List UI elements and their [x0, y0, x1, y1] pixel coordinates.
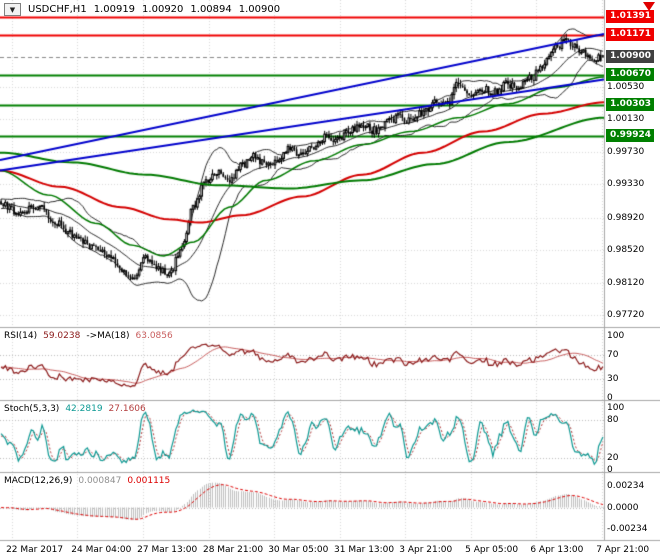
rsi-ma-label: ->MA(18): [86, 331, 130, 341]
stochastic-main-value: 42.2819: [65, 404, 103, 414]
current-bid-price-badge: 1.00900: [606, 50, 654, 63]
support-level-badge[interactable]: 1.00303: [606, 98, 654, 111]
time-axis-label: 27 Mar 13:00: [137, 545, 198, 555]
stochastic-panel-header: Stoch(5,3,3) 42.2819 27.1606: [4, 404, 146, 414]
time-axis-label: 7 Apr 21:00: [596, 545, 650, 555]
price-axis-label: 0.99730: [607, 146, 645, 157]
time-axis-label: 24 Mar 04:00: [71, 545, 132, 555]
price-low-value: 1.00894: [190, 4, 232, 15]
chart-title-bar: ▼ USDCHF,H1 1.00919 1.00920 1.00894 1.00…: [4, 3, 280, 16]
stochastic-axis-label: 80: [607, 415, 619, 426]
macd-panel-header: MACD(12,26,9) 0.000847 0.001115: [4, 476, 170, 486]
macd-axis-label: -0.00234: [607, 524, 648, 535]
chart-shift-marker[interactable]: [643, 2, 655, 11]
price-open-value: 1.00919: [93, 4, 136, 15]
rsi-panel-header: RSI(14) 59.0238 ->MA(18) 63.0856: [4, 331, 173, 341]
stochastic-signal-value: 27.1606: [108, 404, 146, 414]
resistance-level-badge[interactable]: 1.01391: [606, 10, 654, 23]
time-axis-label: 31 Mar 13:00: [334, 545, 395, 555]
stochastic-axis-label: 0: [607, 465, 613, 475]
rsi-ma-value: 63.0856: [135, 331, 173, 341]
rsi-axis-label: 100: [607, 331, 625, 341]
time-axis-label: 6 Apr 13:00: [530, 545, 584, 555]
symbol-timeframe-label: USDCHF,H1: [28, 4, 87, 15]
price-axis-label: 0.99330: [607, 179, 645, 190]
rsi-value: 59.0238: [43, 331, 81, 341]
resistance-level-badge[interactable]: 1.01171: [606, 28, 654, 41]
rsi-indicator-label: RSI(14): [4, 331, 38, 341]
price-axis-label: 0.98920: [607, 212, 645, 223]
price-axis-label: 0.97720: [607, 310, 645, 321]
time-axis-label: 5 Apr 05:00: [465, 545, 519, 555]
price-high-value: 1.00920: [142, 4, 184, 15]
rsi-axis-label: 70: [607, 349, 619, 360]
price-axis-label: 1.00530: [607, 81, 645, 92]
price-axis-label: 0.98520: [607, 245, 645, 256]
time-axis-label: 22 Mar 2017: [6, 545, 64, 555]
macd-indicator-label: MACD(12,26,9): [4, 476, 73, 486]
rsi-axis-label: 0: [607, 393, 613, 403]
time-axis-label: 28 Mar 21:00: [202, 545, 264, 555]
support-level-badge[interactable]: 1.00670: [606, 68, 654, 81]
price-axis-label: 1.00130: [607, 114, 645, 125]
time-axis-label: 30 Mar 05:00: [268, 545, 329, 555]
macd-axis-label: 0.0000: [607, 502, 639, 513]
time-axis-label: 3 Apr 21:00: [399, 545, 453, 555]
stochastic-axis-label: 100: [607, 403, 625, 413]
support-level-badge[interactable]: 0.99924: [606, 129, 654, 142]
stochastic-indicator-label: Stoch(5,3,3): [4, 404, 60, 414]
rsi-axis-label: 30: [607, 374, 619, 385]
chart-menu-button[interactable]: ▼: [4, 3, 21, 16]
stochastic-axis-label: 20: [607, 452, 619, 463]
price-axis-label: 0.98120: [607, 277, 645, 288]
macd-signal-value: 0.001115: [127, 476, 171, 486]
macd-main-value: 0.000847: [78, 476, 122, 486]
price-close-value: 1.00900: [238, 4, 281, 15]
macd-axis-label: 0.00234: [607, 480, 645, 491]
